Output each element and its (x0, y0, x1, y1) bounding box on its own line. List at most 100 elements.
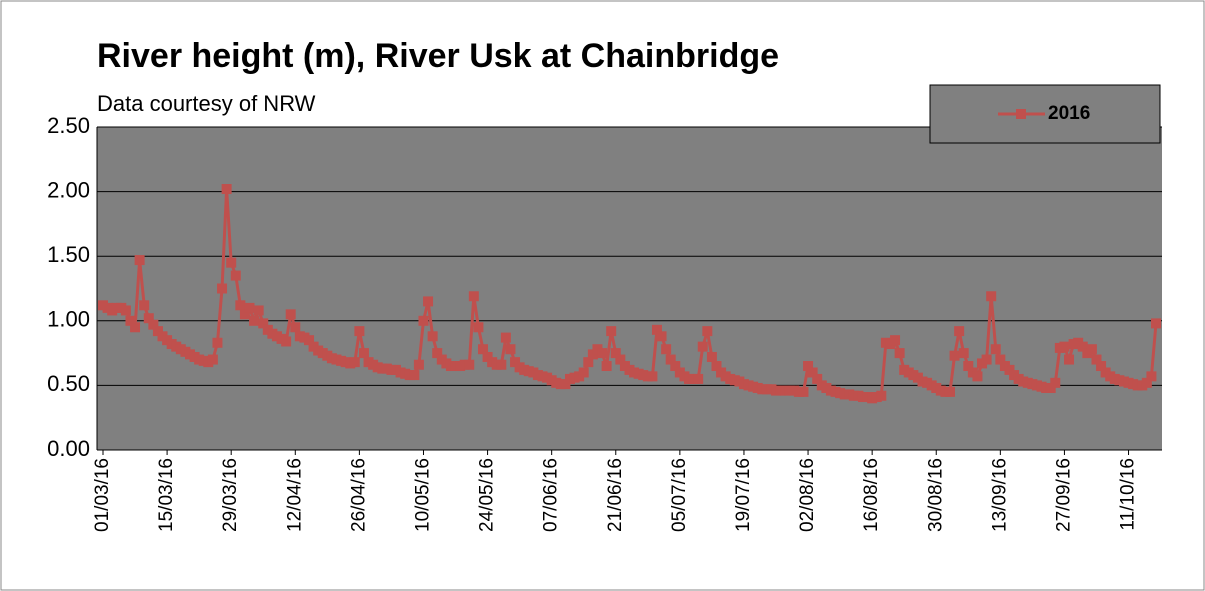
marker (120, 305, 131, 316)
marker (963, 361, 974, 372)
marker (413, 359, 424, 370)
marker (578, 367, 589, 378)
marker (944, 386, 955, 397)
marker (702, 326, 713, 337)
marker (706, 351, 717, 362)
x-tick-label: 16/08/16 (861, 458, 882, 532)
marker (958, 348, 969, 359)
x-tick-label: 15/03/16 (156, 458, 177, 532)
marker (1004, 364, 1015, 375)
marker (1096, 361, 1107, 372)
marker (418, 315, 429, 326)
marker (125, 315, 136, 326)
marker (1091, 354, 1102, 365)
marker (803, 361, 814, 372)
marker (139, 300, 150, 311)
marker (949, 350, 960, 361)
marker (304, 335, 315, 346)
marker (587, 349, 598, 360)
marker (693, 373, 704, 384)
marker (610, 348, 621, 359)
marker (1059, 341, 1070, 352)
x-tick-label: 07/06/16 (541, 458, 562, 532)
marker (601, 361, 612, 372)
marker (221, 184, 232, 195)
marker (409, 370, 420, 381)
marker (432, 348, 443, 359)
x-tick-label: 13/09/16 (989, 458, 1010, 532)
marker (1086, 344, 1097, 355)
marker (482, 351, 493, 362)
legend-label: 2016 (1048, 103, 1090, 124)
marker (807, 367, 818, 378)
marker (798, 386, 809, 397)
marker (143, 313, 154, 324)
marker (496, 359, 507, 370)
marker (986, 291, 997, 302)
x-tick-label: 30/08/16 (925, 458, 946, 532)
marker (148, 319, 159, 330)
marker (217, 283, 228, 294)
marker (249, 315, 260, 326)
marker (597, 348, 608, 359)
x-tick-label: 10/05/16 (412, 458, 433, 532)
marker (130, 322, 141, 333)
marker (134, 255, 145, 266)
marker (464, 359, 475, 370)
marker (1146, 371, 1157, 382)
marker (981, 354, 992, 365)
marker (647, 371, 658, 382)
marker (235, 300, 246, 311)
marker (661, 344, 672, 355)
marker (207, 354, 218, 365)
marker (990, 344, 1001, 355)
marker (500, 332, 511, 343)
marker (473, 322, 484, 333)
marker (954, 326, 965, 337)
marker (876, 390, 887, 401)
marker (468, 291, 479, 302)
marker (152, 326, 163, 337)
x-tick-label: 05/07/16 (669, 458, 690, 532)
marker (651, 324, 662, 335)
x-tick-label: 26/04/16 (348, 458, 369, 532)
marker (606, 326, 617, 337)
marker (281, 336, 292, 347)
marker (285, 309, 296, 320)
chart-subtitle: Data courtesy of NRW (97, 91, 316, 116)
marker (615, 354, 626, 365)
legend-marker (1016, 109, 1026, 119)
marker (427, 331, 438, 342)
marker (258, 318, 269, 329)
marker (697, 341, 708, 352)
x-tick-label: 29/03/16 (220, 458, 241, 532)
marker (244, 302, 255, 313)
marker (1045, 382, 1056, 393)
marker (505, 344, 516, 355)
marker (711, 361, 722, 372)
marker (290, 322, 301, 333)
y-tick-label: 2.00 (47, 177, 90, 202)
x-tick-label: 21/06/16 (605, 458, 626, 532)
marker (995, 354, 1006, 365)
plot-area (97, 127, 1162, 450)
marker (230, 270, 241, 281)
chart-title: River height (m), River Usk at Chainbrid… (97, 37, 779, 75)
marker (1050, 377, 1061, 388)
marker (670, 361, 681, 372)
x-tick-label: 11/10/16 (1118, 458, 1139, 531)
marker (894, 348, 905, 359)
marker (890, 335, 901, 346)
marker (1077, 341, 1088, 352)
marker (226, 257, 237, 268)
marker (510, 357, 521, 368)
marker (349, 357, 360, 368)
x-tick-label: 24/05/16 (477, 458, 498, 532)
marker (358, 348, 369, 359)
x-tick-label: 19/07/16 (733, 458, 754, 532)
marker (812, 373, 823, 384)
marker (1064, 354, 1075, 365)
y-tick-label: 1.50 (47, 242, 90, 267)
marker (253, 305, 264, 316)
